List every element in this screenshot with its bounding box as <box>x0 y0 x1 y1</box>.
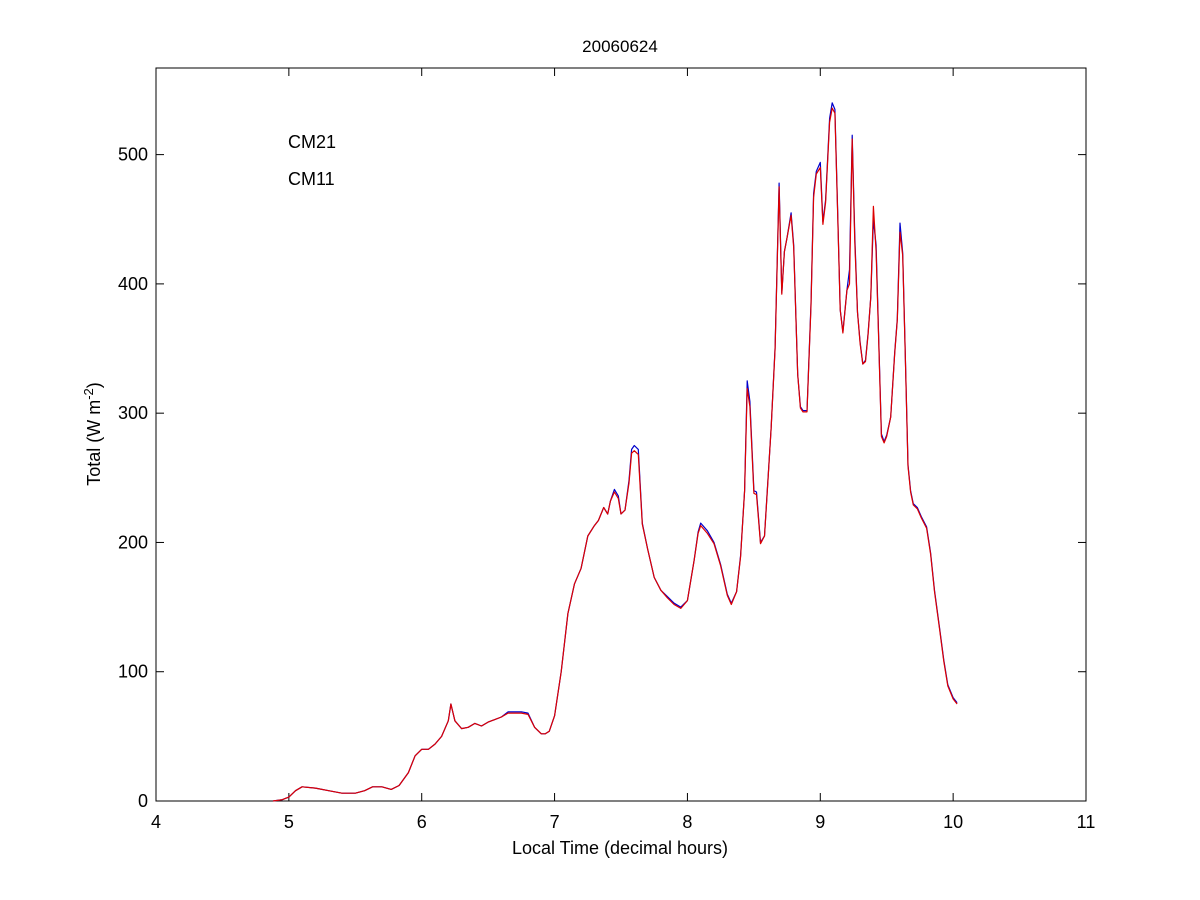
legend-entry-cm11: CM11 <box>288 169 335 189</box>
legend-entry-cm21: CM21 <box>288 132 336 152</box>
y-tick-label: 300 <box>118 403 148 423</box>
y-tick-label: 200 <box>118 532 148 552</box>
series-lines <box>272 102 958 802</box>
plot-area <box>155 67 1087 802</box>
x-tick-label: 10 <box>943 812 963 832</box>
x-tick-label: 8 <box>682 812 692 832</box>
x-tick-label: 5 <box>284 812 294 832</box>
y-axis-label-suffix: ) <box>84 382 104 388</box>
y-tick-labels: 0 100 200 300 400 500 <box>118 145 148 811</box>
x-axis-label: Local Time (decimal hours) <box>512 838 728 858</box>
x-tick-labels: 4 5 6 7 8 9 10 11 <box>151 812 1095 832</box>
axis-ticks <box>155 68 1087 802</box>
x-tick-label: 7 <box>550 812 560 832</box>
y-tick-label: 0 <box>138 791 148 811</box>
y-axis-label-superscript: -2 <box>81 388 96 400</box>
y-axis-label: Total (W m-2) <box>81 382 104 486</box>
chart-title: 20060624 <box>582 37 658 56</box>
y-axis-label-prefix: Total (W m <box>84 400 104 486</box>
x-tick-label: 6 <box>417 812 427 832</box>
x-tick-label: 11 <box>1077 812 1096 832</box>
y-tick-label: 400 <box>118 274 148 294</box>
x-tick-label: 9 <box>815 812 825 832</box>
x-tick-label: 4 <box>151 812 161 832</box>
legend: CM21 CM11 <box>288 132 336 189</box>
y-tick-label: 500 <box>118 145 148 165</box>
series-line-cm11 <box>272 107 958 802</box>
y-tick-label: 100 <box>118 662 148 682</box>
